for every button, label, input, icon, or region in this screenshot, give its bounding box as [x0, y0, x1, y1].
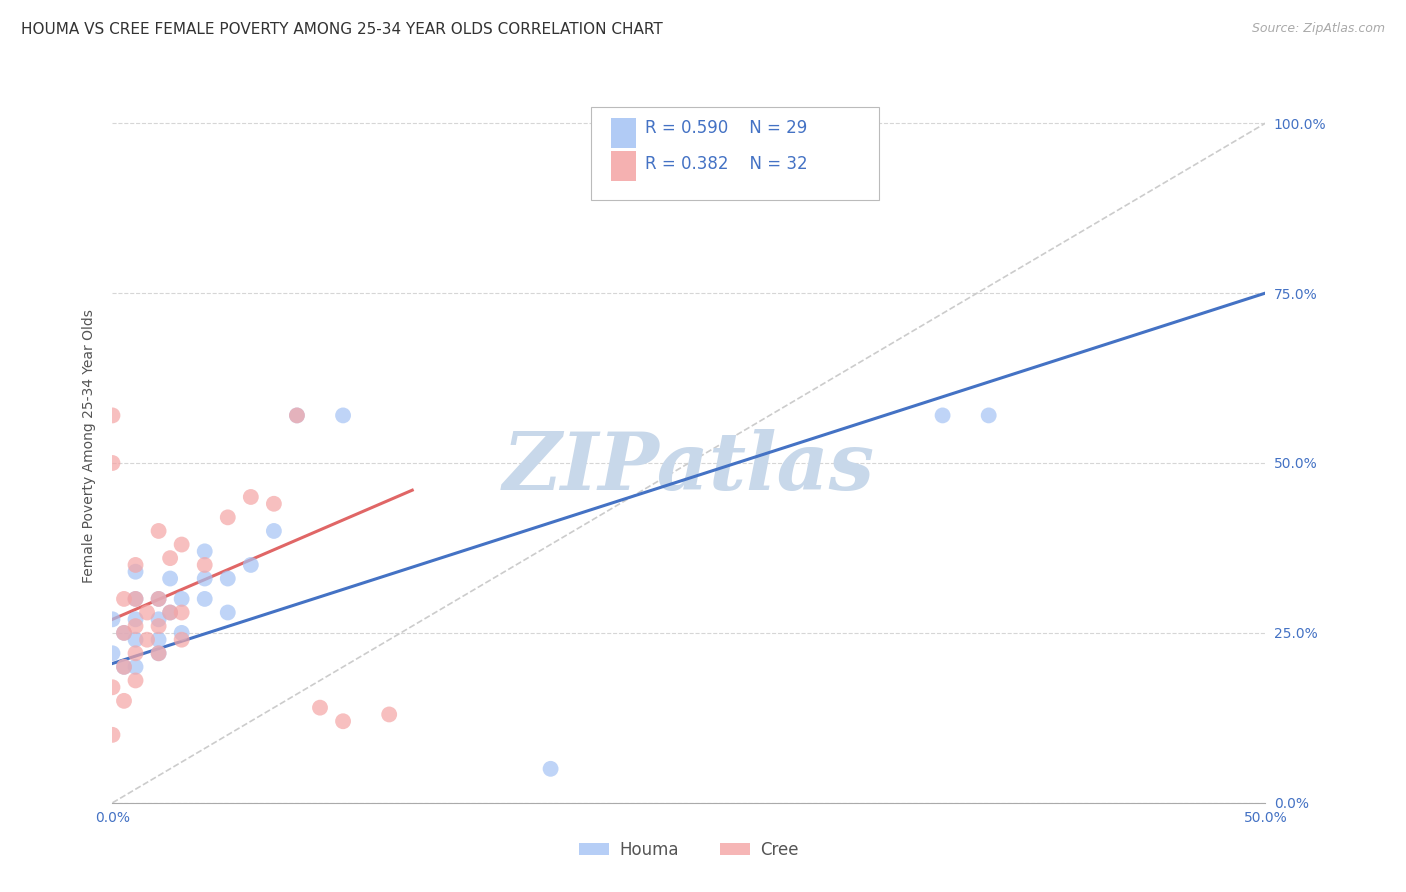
Point — [124, 565, 146, 579]
Point — [540, 762, 562, 776]
Point — [124, 619, 146, 633]
Point — [217, 510, 239, 524]
Point — [124, 646, 146, 660]
Point — [309, 700, 332, 714]
Point — [112, 660, 135, 674]
Text: Source: ZipAtlas.com: Source: ZipAtlas.com — [1251, 22, 1385, 36]
Point — [170, 632, 193, 647]
Point — [148, 591, 170, 606]
Point — [112, 694, 135, 708]
Point — [124, 673, 146, 688]
Point — [977, 409, 1000, 423]
Point — [217, 606, 239, 620]
Point — [194, 572, 217, 586]
FancyBboxPatch shape — [591, 107, 879, 200]
Point — [148, 612, 170, 626]
Point — [332, 409, 354, 423]
Point — [101, 646, 124, 660]
Bar — [610, 118, 636, 148]
Point — [112, 591, 135, 606]
Point — [170, 591, 193, 606]
Point — [170, 626, 193, 640]
Text: R = 0.382    N = 32: R = 0.382 N = 32 — [645, 155, 808, 173]
Point — [124, 612, 146, 626]
Point — [101, 612, 124, 626]
Point — [101, 728, 124, 742]
Point — [285, 409, 308, 423]
Point — [285, 409, 308, 423]
Point — [148, 646, 170, 660]
Point — [148, 591, 170, 606]
Point — [124, 660, 146, 674]
Point — [101, 456, 124, 470]
Point — [194, 558, 217, 572]
Point — [124, 632, 146, 647]
Point — [159, 606, 181, 620]
Point — [112, 626, 135, 640]
Point — [136, 606, 159, 620]
Point — [101, 680, 124, 694]
Point — [194, 544, 217, 558]
Point — [170, 537, 193, 551]
Point — [159, 572, 181, 586]
Point — [332, 714, 354, 729]
Point — [148, 524, 170, 538]
Point — [159, 606, 181, 620]
Point — [112, 660, 135, 674]
Point — [136, 632, 159, 647]
Point — [931, 409, 953, 423]
Text: ZIPatlas: ZIPatlas — [503, 429, 875, 506]
Point — [148, 632, 170, 647]
Y-axis label: Female Poverty Among 25-34 Year Olds: Female Poverty Among 25-34 Year Olds — [82, 309, 96, 583]
Point — [124, 558, 146, 572]
Point — [239, 490, 262, 504]
Point — [124, 591, 146, 606]
Legend: Houma, Cree: Houma, Cree — [572, 835, 806, 866]
Point — [112, 626, 135, 640]
Text: R = 0.590    N = 29: R = 0.590 N = 29 — [645, 120, 807, 137]
Point — [159, 551, 181, 566]
Point — [170, 606, 193, 620]
Point — [101, 409, 124, 423]
Text: HOUMA VS CREE FEMALE POVERTY AMONG 25-34 YEAR OLDS CORRELATION CHART: HOUMA VS CREE FEMALE POVERTY AMONG 25-34… — [21, 22, 662, 37]
Point — [194, 591, 217, 606]
Point — [148, 646, 170, 660]
Point — [378, 707, 401, 722]
Point — [239, 558, 262, 572]
Point — [124, 591, 146, 606]
Point — [148, 619, 170, 633]
Point — [217, 572, 239, 586]
Bar — [610, 151, 636, 180]
Point — [263, 524, 285, 538]
Point — [263, 497, 285, 511]
